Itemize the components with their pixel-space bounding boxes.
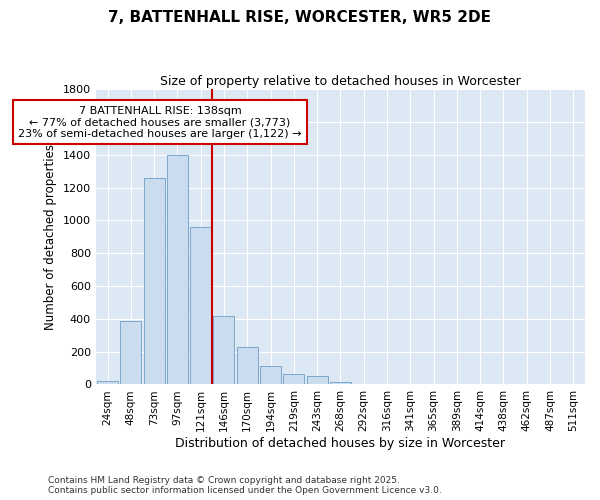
Bar: [237, 346, 258, 385]
X-axis label: Distribution of detached houses by size in Worcester: Distribution of detached houses by size …: [175, 437, 505, 450]
Bar: [190, 227, 211, 384]
Text: 7, BATTENHALL RISE, WORCESTER, WR5 2DE: 7, BATTENHALL RISE, WORCESTER, WR5 2DE: [109, 10, 491, 25]
Bar: [283, 374, 304, 384]
Bar: [167, 155, 188, 384]
Title: Size of property relative to detached houses in Worcester: Size of property relative to detached ho…: [160, 75, 521, 88]
Text: 7 BATTENHALL RISE: 138sqm
← 77% of detached houses are smaller (3,773)
23% of se: 7 BATTENHALL RISE: 138sqm ← 77% of detac…: [18, 106, 302, 139]
Bar: [143, 178, 164, 384]
Bar: [330, 382, 351, 384]
Text: Contains HM Land Registry data © Crown copyright and database right 2025.
Contai: Contains HM Land Registry data © Crown c…: [48, 476, 442, 495]
Y-axis label: Number of detached properties: Number of detached properties: [44, 144, 58, 330]
Bar: [307, 376, 328, 384]
Bar: [121, 322, 141, 384]
Bar: [97, 381, 118, 384]
Bar: [214, 316, 235, 384]
Bar: [260, 366, 281, 384]
